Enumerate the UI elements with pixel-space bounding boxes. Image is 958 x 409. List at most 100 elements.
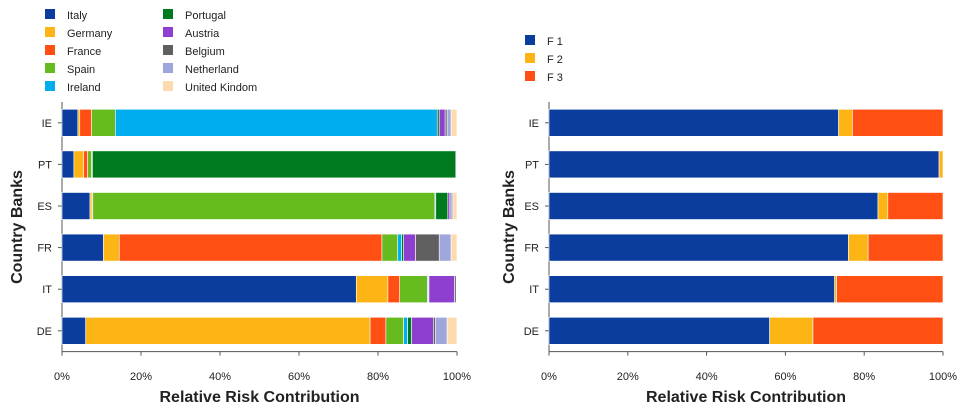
- bar-segment-ie-italy: [61, 109, 79, 137]
- bar-segment-es-portugal: [435, 192, 449, 220]
- bar-segment-fr-france: [118, 233, 383, 262]
- bar-segment-pt-portugal: [92, 150, 457, 179]
- legend-label-ireland: Ireland: [67, 82, 101, 94]
- bar-segment-fr-germany: [103, 233, 120, 262]
- legend-label-italy: Italy: [67, 10, 88, 22]
- legend-label-f-2: F 2: [547, 54, 563, 66]
- y-tick-label-fr: FR: [37, 243, 52, 255]
- bar-segment-ie-f-1: [548, 109, 839, 137]
- bar-segment-fr-f-1: [548, 233, 849, 262]
- legend-label-portugal: Portugal: [185, 10, 226, 22]
- bar-segment-de-france: [369, 316, 387, 345]
- bar-segment-de-portugal: [407, 316, 412, 345]
- y-tick-label-es: ES: [524, 201, 539, 213]
- bar-segment-pt-f-1: [548, 150, 940, 179]
- bar-segment-fr-italy: [61, 233, 104, 262]
- bar-segment-fr-belgium: [415, 233, 440, 262]
- bar-segment-it-austria: [428, 275, 455, 304]
- x-tick-label: 0%: [54, 371, 70, 383]
- x-axis-title: Relative Risk Contribution: [159, 389, 359, 406]
- bar-segment-de-f-2: [769, 316, 814, 345]
- bar-segment-ie-france: [79, 109, 92, 137]
- bar-segment-ie-f-2: [838, 109, 853, 137]
- legend-swatch-f-2: [525, 53, 535, 63]
- bar-segment-pt-italy: [61, 150, 75, 179]
- bar-segment-de-spain: [385, 316, 404, 345]
- chart-2: 0% 20% 40% 60% 80% 100% IE PT ES FR IT DE Relative R…: [501, 35, 957, 406]
- legend-swatch-austria: [163, 27, 173, 37]
- legend: F 1 F 2 F 3: [525, 35, 563, 84]
- bar-segment-it-germany: [355, 275, 389, 304]
- x-tick-label: 0%: [541, 371, 557, 383]
- x-tick-label: 20%: [617, 371, 639, 383]
- legend-label-f-1: F 1: [547, 36, 563, 48]
- bar-segment-es-spain: [92, 192, 436, 220]
- bar-segment-es-f-3: [887, 192, 944, 220]
- bar-segment-fr-spain: [381, 233, 399, 262]
- bar-segment-de-ireland: [403, 316, 408, 345]
- bar-segment-de-germany: [85, 316, 371, 345]
- legend-label-austria: Austria: [185, 28, 220, 40]
- x-tick-label: 40%: [696, 371, 718, 383]
- legend-label-germany: Germany: [67, 28, 113, 40]
- legend-swatch-portugal: [163, 9, 173, 19]
- legend-swatch-united-kindom: [163, 81, 173, 91]
- y-tick-label-pt: PT: [38, 159, 52, 171]
- legend-swatch-france: [45, 45, 55, 55]
- x-tick-label: 20%: [130, 371, 152, 383]
- legend-swatch-belgium: [163, 45, 173, 55]
- legend-label-f-3: F 3: [547, 72, 563, 84]
- x-tick-label: 100%: [443, 371, 471, 383]
- y-tick-label-fr: FR: [524, 243, 539, 255]
- legend-label-united-kindom: United Kindom: [185, 82, 257, 94]
- legend-swatch-ireland: [45, 81, 55, 91]
- y-axis-title: Country Banks: [501, 170, 518, 284]
- bar-segment-it-france: [387, 275, 401, 304]
- bar-segment-de-netherland: [434, 316, 448, 345]
- bar-segment-es-united-kindom: [452, 192, 458, 220]
- x-tick-label: 80%: [853, 371, 875, 383]
- bar-segment-ie-netherland: [446, 109, 452, 137]
- bar-segment-ie-austria: [438, 109, 446, 137]
- legend: Italy Germany France Spain Ireland Portugal Au…: [45, 9, 257, 94]
- bar-segment-pt-f-2: [938, 150, 944, 179]
- legend-swatch-f-3: [525, 71, 535, 81]
- legend-swatch-spain: [45, 63, 55, 73]
- bar-segment-fr-f-3: [867, 233, 944, 262]
- bar-segment-ie-ireland: [115, 109, 438, 137]
- y-tick-label-ie: IE: [42, 118, 52, 130]
- bar-segment-ie-f-3: [852, 109, 944, 137]
- bar-segment-ie-spain: [91, 109, 116, 137]
- legend-swatch-italy: [45, 9, 55, 19]
- legend-label-netherland: Netherland: [185, 64, 239, 76]
- bar-segment-pt-france: [83, 150, 88, 179]
- bar-segment-pt-spain: [87, 150, 92, 179]
- legend-swatch-netherland: [163, 63, 173, 73]
- bar-segment-de-united-kindom: [446, 316, 458, 345]
- y-axis-title: Country Banks: [9, 170, 26, 284]
- bar-segment-es-germany: [89, 192, 93, 220]
- y-tick-label-pt: PT: [525, 159, 539, 171]
- legend-label-belgium: Belgium: [185, 46, 225, 58]
- bar-segment-es-f-1: [548, 192, 879, 220]
- bar-segment-es-austria: [447, 192, 451, 220]
- bar-segment-de-f-1: [548, 316, 770, 345]
- bar-segment-fr-ireland: [397, 233, 402, 262]
- y-tick-label-it: IT: [529, 284, 539, 296]
- bar-segment-it-spain: [399, 275, 428, 304]
- x-tick-label: 100%: [929, 371, 957, 383]
- bar-segment-fr-f-2: [848, 233, 869, 262]
- x-tick-label: 60%: [774, 371, 796, 383]
- bar-segment-de-f-3: [812, 316, 944, 345]
- bar-segment-es-italy: [61, 192, 91, 220]
- bar-segment-es-f-2: [877, 192, 889, 220]
- legend-swatch-germany: [45, 27, 55, 37]
- legend-swatch-f-1: [525, 35, 535, 45]
- bar-segment-de-italy: [61, 316, 87, 345]
- x-tick-label: 40%: [209, 371, 231, 383]
- y-tick-label-de: DE: [524, 326, 539, 338]
- chart-1: 0% 20% 40% 60% 80% 100% IE PT ES FR IT DE Relative R…: [9, 9, 471, 406]
- bar-segment-pt-germany: [73, 150, 85, 179]
- y-tick-label-de: DE: [37, 326, 52, 338]
